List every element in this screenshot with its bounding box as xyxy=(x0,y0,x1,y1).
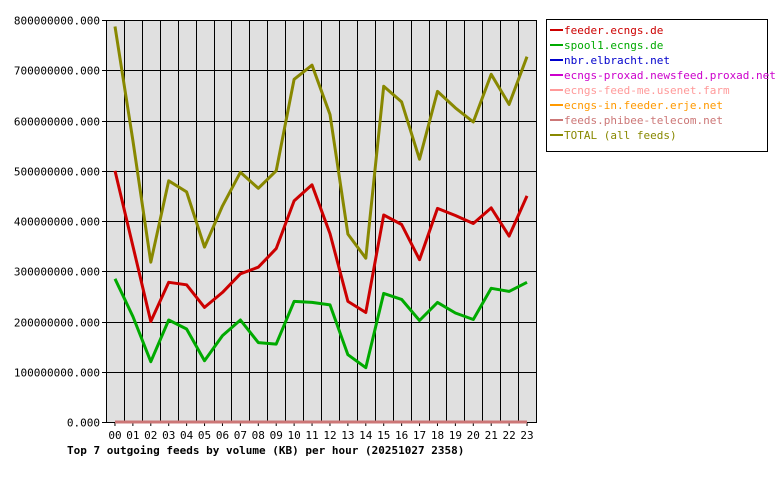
legend-label: ecngs-in.feeder.erje.net xyxy=(564,99,723,112)
legend-item: ecngs-proxad.newsfeed.proxad.net xyxy=(550,69,776,83)
legend-label: feeder.ecngs.de xyxy=(564,24,664,37)
x-tick-label: 01 xyxy=(126,429,139,442)
legend-item: feeder.ecngs.de xyxy=(550,24,663,38)
y-tick-label: 600000000.000 xyxy=(14,116,100,129)
legend-swatch xyxy=(550,59,563,61)
legend-label: nbr.elbracht.net xyxy=(564,54,670,67)
y-tick-label: 800000000.000 xyxy=(14,15,100,28)
legend-item: feeds.phibee-telecom.net xyxy=(550,114,723,128)
y-tick-label: 300000000.000 xyxy=(14,266,100,279)
x-tick-label: 21 xyxy=(485,429,498,442)
legend-label: feeds.phibee-telecom.net xyxy=(564,114,723,127)
x-tick-label: 15 xyxy=(377,429,390,442)
y-tick-label: 100000000.000 xyxy=(14,367,100,380)
legend-label: spool1.ecngs.de xyxy=(564,39,664,52)
x-tick-label: 06 xyxy=(216,429,229,442)
y-tick-label: 0.000 xyxy=(67,417,100,430)
x-tick-label: 07 xyxy=(234,429,247,442)
x-tick-label: 19 xyxy=(449,429,462,442)
chart-title: Top 7 outgoing feeds by volume (KB) per … xyxy=(67,444,465,457)
legend-swatch xyxy=(550,29,563,31)
x-tick-label: 00 xyxy=(108,429,121,442)
x-tick-label: 08 xyxy=(252,429,265,442)
legend-swatch xyxy=(550,104,563,106)
x-tick-label: 18 xyxy=(431,429,444,442)
legend-item: nbr.elbracht.net xyxy=(550,54,670,68)
x-tick-label: 03 xyxy=(162,429,175,442)
legend-swatch xyxy=(550,89,563,91)
legend-label: TOTAL (all feeds) xyxy=(564,129,677,142)
chart-legend: feeder.ecngs.de spool1.ecngs.de nbr.elbrac… xyxy=(546,19,776,152)
y-tick-label: 500000000.000 xyxy=(14,166,100,179)
legend-swatch xyxy=(550,134,563,136)
legend-swatch xyxy=(550,119,563,121)
x-tick-label: 12 xyxy=(323,429,336,442)
legend-item: TOTAL (all feeds) xyxy=(550,129,677,143)
legend-item: ecngs-feed-me.usenet.farm xyxy=(550,84,730,98)
x-tick-label: 05 xyxy=(198,429,211,442)
legend-item: ecngs-in.feeder.erje.net xyxy=(550,99,723,113)
y-tick-label: 200000000.000 xyxy=(14,317,100,330)
x-tick-label: 23 xyxy=(520,429,533,442)
x-tick-label: 02 xyxy=(144,429,157,442)
legend-label: ecngs-feed-me.usenet.farm xyxy=(564,84,730,97)
series-line-feeder-ecngs-de xyxy=(113,170,529,323)
x-tick-label: 09 xyxy=(270,429,283,442)
x-tick-label: 13 xyxy=(341,429,354,442)
y-tick-label: 400000000.000 xyxy=(14,216,100,229)
y-tick-label: 700000000.000 xyxy=(14,65,100,78)
legend-item: spool1.ecngs.de xyxy=(550,39,663,53)
series-line-spool1-ecngs-de xyxy=(113,278,528,370)
legend-swatch xyxy=(550,44,563,46)
x-tick-label: 17 xyxy=(413,429,426,442)
x-tick-label: 20 xyxy=(467,429,480,442)
legend-label: ecngs-proxad.newsfeed.proxad.net xyxy=(564,69,776,82)
x-tick-label: 14 xyxy=(359,429,373,442)
series-line-total-all-feeds- xyxy=(113,26,529,264)
legend-swatch xyxy=(550,74,563,76)
x-tick-label: 22 xyxy=(503,429,516,442)
x-tick-label: 11 xyxy=(305,429,318,442)
x-tick-label: 04 xyxy=(180,429,194,442)
x-tick-label: 10 xyxy=(288,429,301,442)
x-tick-label: 16 xyxy=(395,429,408,442)
